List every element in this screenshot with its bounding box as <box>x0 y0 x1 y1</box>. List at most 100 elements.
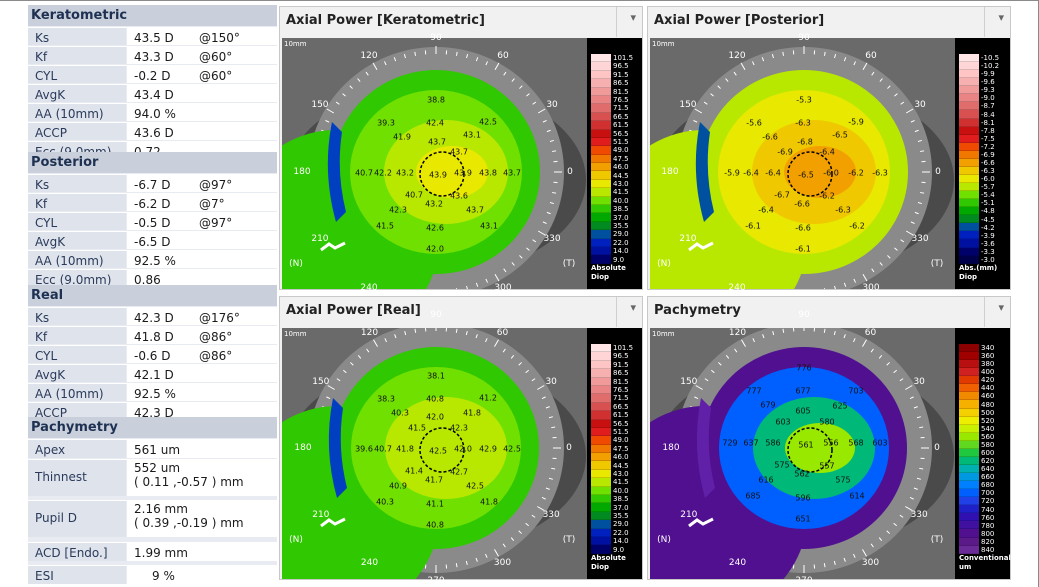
row-value: 92.5 % <box>127 251 277 268</box>
scale-swatch <box>959 231 979 240</box>
angle-label: 240 <box>728 558 747 569</box>
map-title: Axial Power [Keratometric] <box>286 13 485 28</box>
scale-swatch <box>591 520 611 529</box>
scale-tick-label: 38.5 <box>613 495 629 504</box>
row-label: ACD [Endo.] <box>28 543 126 561</box>
map-value-label: 41.8 <box>480 497 498 507</box>
scale-tick-label: -4.5 <box>981 215 995 224</box>
map-panel-axial-keratometric[interactable]: Axial Power [Keratometric] ▾ 90 120 60 150 30 1… <box>279 6 643 311</box>
scale-swatch <box>591 352 611 361</box>
row-value: -6.2 D <box>127 194 277 211</box>
map-value-label: 43.7 <box>428 137 446 147</box>
scale-swatch <box>591 238 611 247</box>
map-value-label: 637 <box>743 438 759 448</box>
scale-tick-label: -10.5 <box>981 54 1000 62</box>
map-value-label: 43.9 <box>429 170 447 180</box>
row-apex: Apex 561 um <box>28 439 277 458</box>
scale-swatch <box>591 503 611 512</box>
map-menu-button[interactable]: ▾ <box>984 7 1010 37</box>
scale-tick-label: 81.5 <box>613 87 629 96</box>
scale-tick-label: 820 <box>981 537 995 546</box>
scale-tick-label: -5.4 <box>981 191 995 200</box>
row-value: 43.5 D <box>127 28 277 45</box>
map-menu-button[interactable]: ▾ <box>984 297 1010 327</box>
unit-line2: um <box>959 563 972 571</box>
scale-tick-label: 37.0 <box>613 213 629 222</box>
map-value-label: 41.9 <box>393 132 411 142</box>
scale-swatch <box>591 79 611 88</box>
scale-tick-label: -9.3 <box>981 86 995 95</box>
corneal-map[interactable]: 9012060150301800210330240300270(N)(T)10m… <box>282 33 642 311</box>
map-value-label: -6.3 <box>795 118 811 128</box>
scale-swatch <box>591 213 611 222</box>
scale-swatch <box>959 223 979 232</box>
scale-tick-label: 540 <box>981 424 995 433</box>
row-value: 561 um <box>127 440 277 458</box>
scale-swatch <box>591 436 611 445</box>
scale-swatch <box>959 545 979 554</box>
section-real: Real <box>28 285 277 306</box>
map-value-label: 43.7 <box>466 205 484 215</box>
map-menu-button[interactable]: ▾ <box>616 7 642 37</box>
scale-swatch <box>591 369 611 378</box>
map-value-label: 42.0 <box>426 244 444 254</box>
scale-swatch <box>591 419 611 428</box>
map-panel-axial-posterior[interactable]: Axial Power [Posterior] ▾ 90 120 60 150 30 180 0… <box>647 6 1011 311</box>
scale-swatch <box>959 481 979 490</box>
angle-label: 240 <box>360 558 379 569</box>
scale-tick-label: -8.1 <box>981 118 995 127</box>
row-label: ACCP <box>28 403 126 420</box>
scale-tick-label: 96.5 <box>613 352 629 361</box>
unit-line2: Diop <box>591 273 610 281</box>
section-pachymetry: Pachymetry <box>28 417 277 438</box>
scale-swatch <box>591 536 611 546</box>
map-value-label: 776 <box>796 363 812 373</box>
scale-swatch <box>959 158 979 167</box>
angle-label: 180 <box>662 443 680 453</box>
scale-tick-label: 800 <box>981 529 995 538</box>
scale-swatch <box>591 478 611 487</box>
map-value-label: 38.8 <box>427 95 445 105</box>
angle-label: 210 <box>312 509 330 520</box>
scale-tick-label: 720 <box>981 497 995 506</box>
scale-tick-label: 46.0 <box>613 163 629 172</box>
scale-swatch <box>591 137 611 147</box>
map-value-label: -5.9 <box>848 117 864 127</box>
temporal-label: (T) <box>562 259 576 269</box>
row-label: Ks <box>28 308 126 325</box>
pupil-value: 2.16 mm <box>134 502 188 516</box>
chevron-down-icon: ▾ <box>998 11 1004 24</box>
scale-swatch <box>959 247 979 256</box>
chevron-down-icon: ▾ <box>630 301 636 314</box>
map-value-label: 41.8 <box>396 444 414 454</box>
map-value-label: 43.2 <box>396 168 414 178</box>
unit-line1: Absolute <box>591 554 626 562</box>
map-menu-button[interactable]: ▾ <box>616 297 642 327</box>
map-value-label: -6.4 <box>765 168 781 178</box>
row-value: 94.0 % <box>127 104 277 121</box>
scale-tick-label: 66.5 <box>613 402 629 411</box>
angle-label: 120 <box>728 327 747 338</box>
row-value: 1.99 mm <box>127 543 277 561</box>
row-label: Apex <box>28 440 126 458</box>
map-value-label: 651 <box>795 514 811 524</box>
scale-swatch <box>959 513 979 522</box>
corneal-map[interactable]: 9012060150301800210330240300270(N)(T)10m… <box>650 33 1010 311</box>
nasal-label: (N) <box>657 259 671 269</box>
row-label: ESI <box>28 566 126 584</box>
scale-tick-label: 91.5 <box>613 70 629 79</box>
map-panel-pachymetry[interactable]: Pachymetry ▾ 90 120 60 150 30 180 0 210 330 240 300 2… <box>647 296 1011 586</box>
map-value-label: 586 <box>765 438 781 448</box>
map-value-label: 39.3 <box>377 118 395 128</box>
scale-tick-label: -8.4 <box>981 110 995 119</box>
map-value-label: 729 <box>722 438 738 448</box>
scale-swatch <box>591 121 611 130</box>
angle-label: 150 <box>312 376 330 387</box>
angle-label: 90 <box>798 33 810 43</box>
scale-tick-label: 40.0 <box>613 196 629 205</box>
row-label: Thinnest <box>28 460 126 496</box>
scale-swatch <box>959 400 979 409</box>
map-panel-axial-real[interactable]: Axial Power [Real] ▾ 90 120 60 150 30 180 0 210 33… <box>279 296 643 586</box>
